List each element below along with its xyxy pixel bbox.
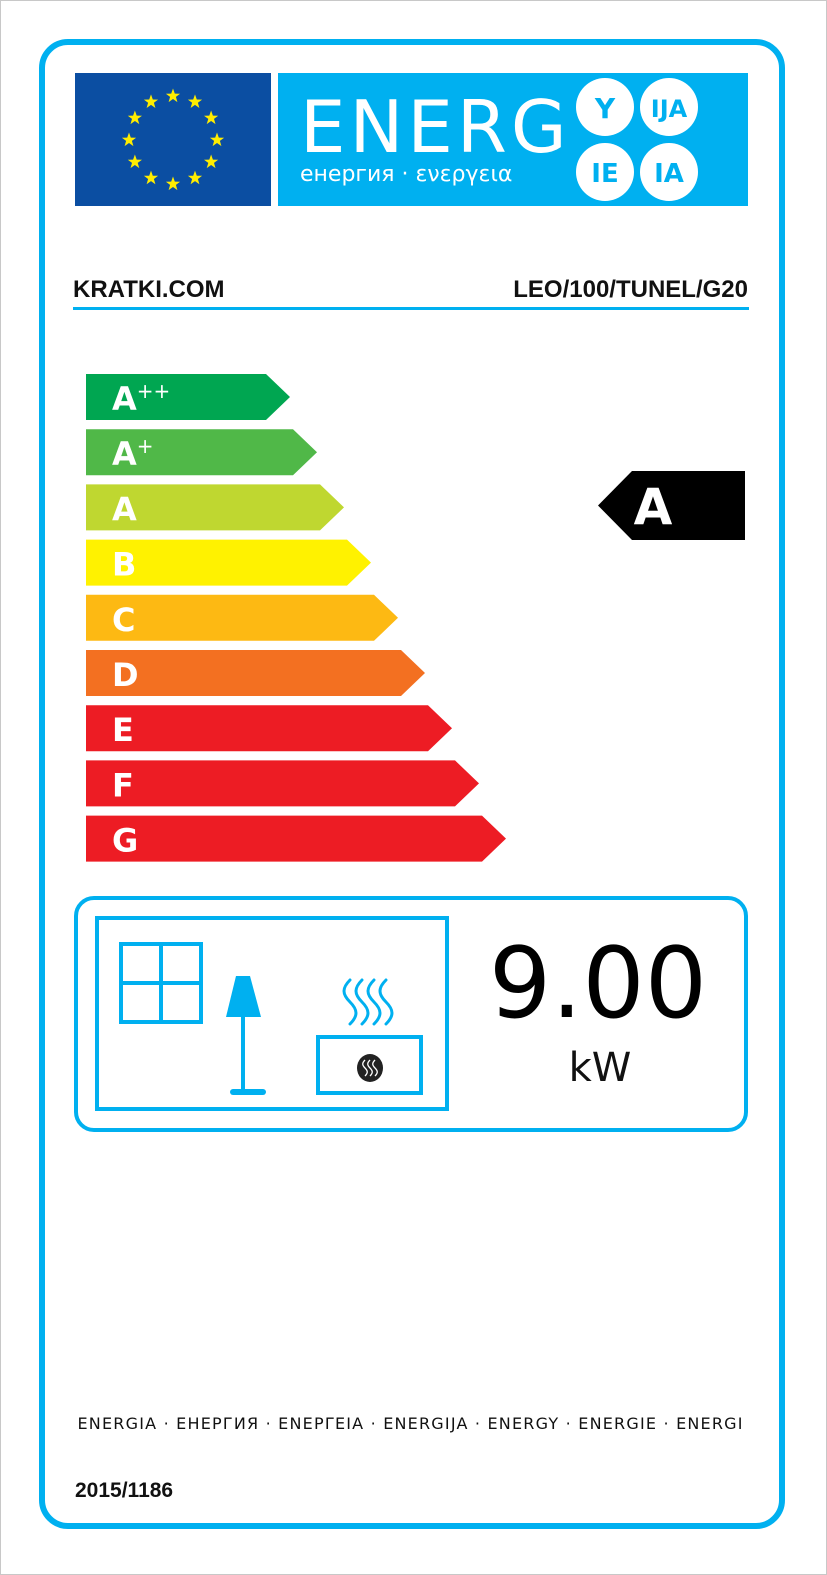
suffix-y: Y [594, 92, 616, 125]
scale-arrow [86, 539, 371, 586]
scale-bar: A+ [86, 429, 317, 476]
suffix-ie: IE [591, 159, 618, 189]
window-icon [119, 942, 203, 1024]
model-identifier: LEO/100/TUNEL/G20 [513, 276, 748, 303]
scale-arrow [86, 429, 317, 476]
eu-flag-icon [75, 73, 271, 206]
header-divider [73, 307, 749, 310]
rating-arrow: A [598, 471, 745, 540]
energy-word: ENERG [300, 85, 571, 169]
scale-label: B [112, 546, 136, 584]
rating-class: A [634, 478, 673, 536]
scale-bar: E [86, 705, 452, 752]
suffix-ia: IA [654, 159, 684, 189]
scale-arrow [86, 484, 344, 531]
star-icon [187, 94, 203, 108]
scale-arrow [86, 815, 506, 862]
power-box: 9.00 kW [74, 896, 748, 1132]
star-icon [143, 94, 159, 108]
power-unit: kW [569, 1045, 632, 1091]
scale-arrow [86, 760, 479, 807]
scale-label: A [112, 490, 137, 528]
scale-label: E [112, 711, 134, 749]
scale-bar: B [86, 539, 371, 586]
suffix-ija: IJA [651, 95, 688, 123]
star-icon [204, 110, 219, 125]
star-icon [121, 132, 137, 147]
label-frame [39, 39, 785, 1529]
star-icon [204, 154, 219, 169]
scale-bar: A [86, 484, 344, 531]
lamp-icon [226, 976, 266, 1095]
energy-banner: ENERG енергия · ενεργεια Y IJA IE IA [278, 73, 748, 206]
star-icon [127, 154, 142, 169]
scale-label: D [112, 656, 139, 694]
scale-bar: D [86, 650, 425, 696]
scale-arrow [86, 374, 290, 420]
languages-footer: ENERGIA · ЕНЕРГИЯ · ΕΝΕΡΓΕΙΑ · ENERGIJA … [78, 1414, 743, 1433]
supplier-name: KRATKI.COM [73, 276, 225, 303]
heater-icon [316, 978, 423, 1095]
star-icon [187, 170, 203, 185]
power-value: 9.00 [489, 927, 707, 1041]
scale-label: G [112, 822, 138, 860]
scale-bar: A++ [86, 374, 290, 420]
rating-arrow-shape [598, 471, 745, 540]
scale-bar: C [86, 594, 398, 641]
scale-arrow [86, 705, 452, 752]
scale-label: F [112, 766, 134, 804]
scale-arrow [86, 594, 398, 641]
scale-bar: F [86, 760, 479, 807]
star-icon [143, 170, 159, 185]
star-icon [165, 176, 181, 191]
scale-bar: G [86, 815, 506, 862]
star-icon [165, 88, 181, 103]
energy-subtitle: енергия · ενεργεια [300, 162, 512, 187]
star-icon [209, 132, 225, 147]
scale-arrow [86, 650, 425, 696]
star-icon [127, 110, 142, 125]
scale-label: C [112, 601, 135, 639]
regulation-number: 2015/1186 [75, 1479, 173, 1502]
